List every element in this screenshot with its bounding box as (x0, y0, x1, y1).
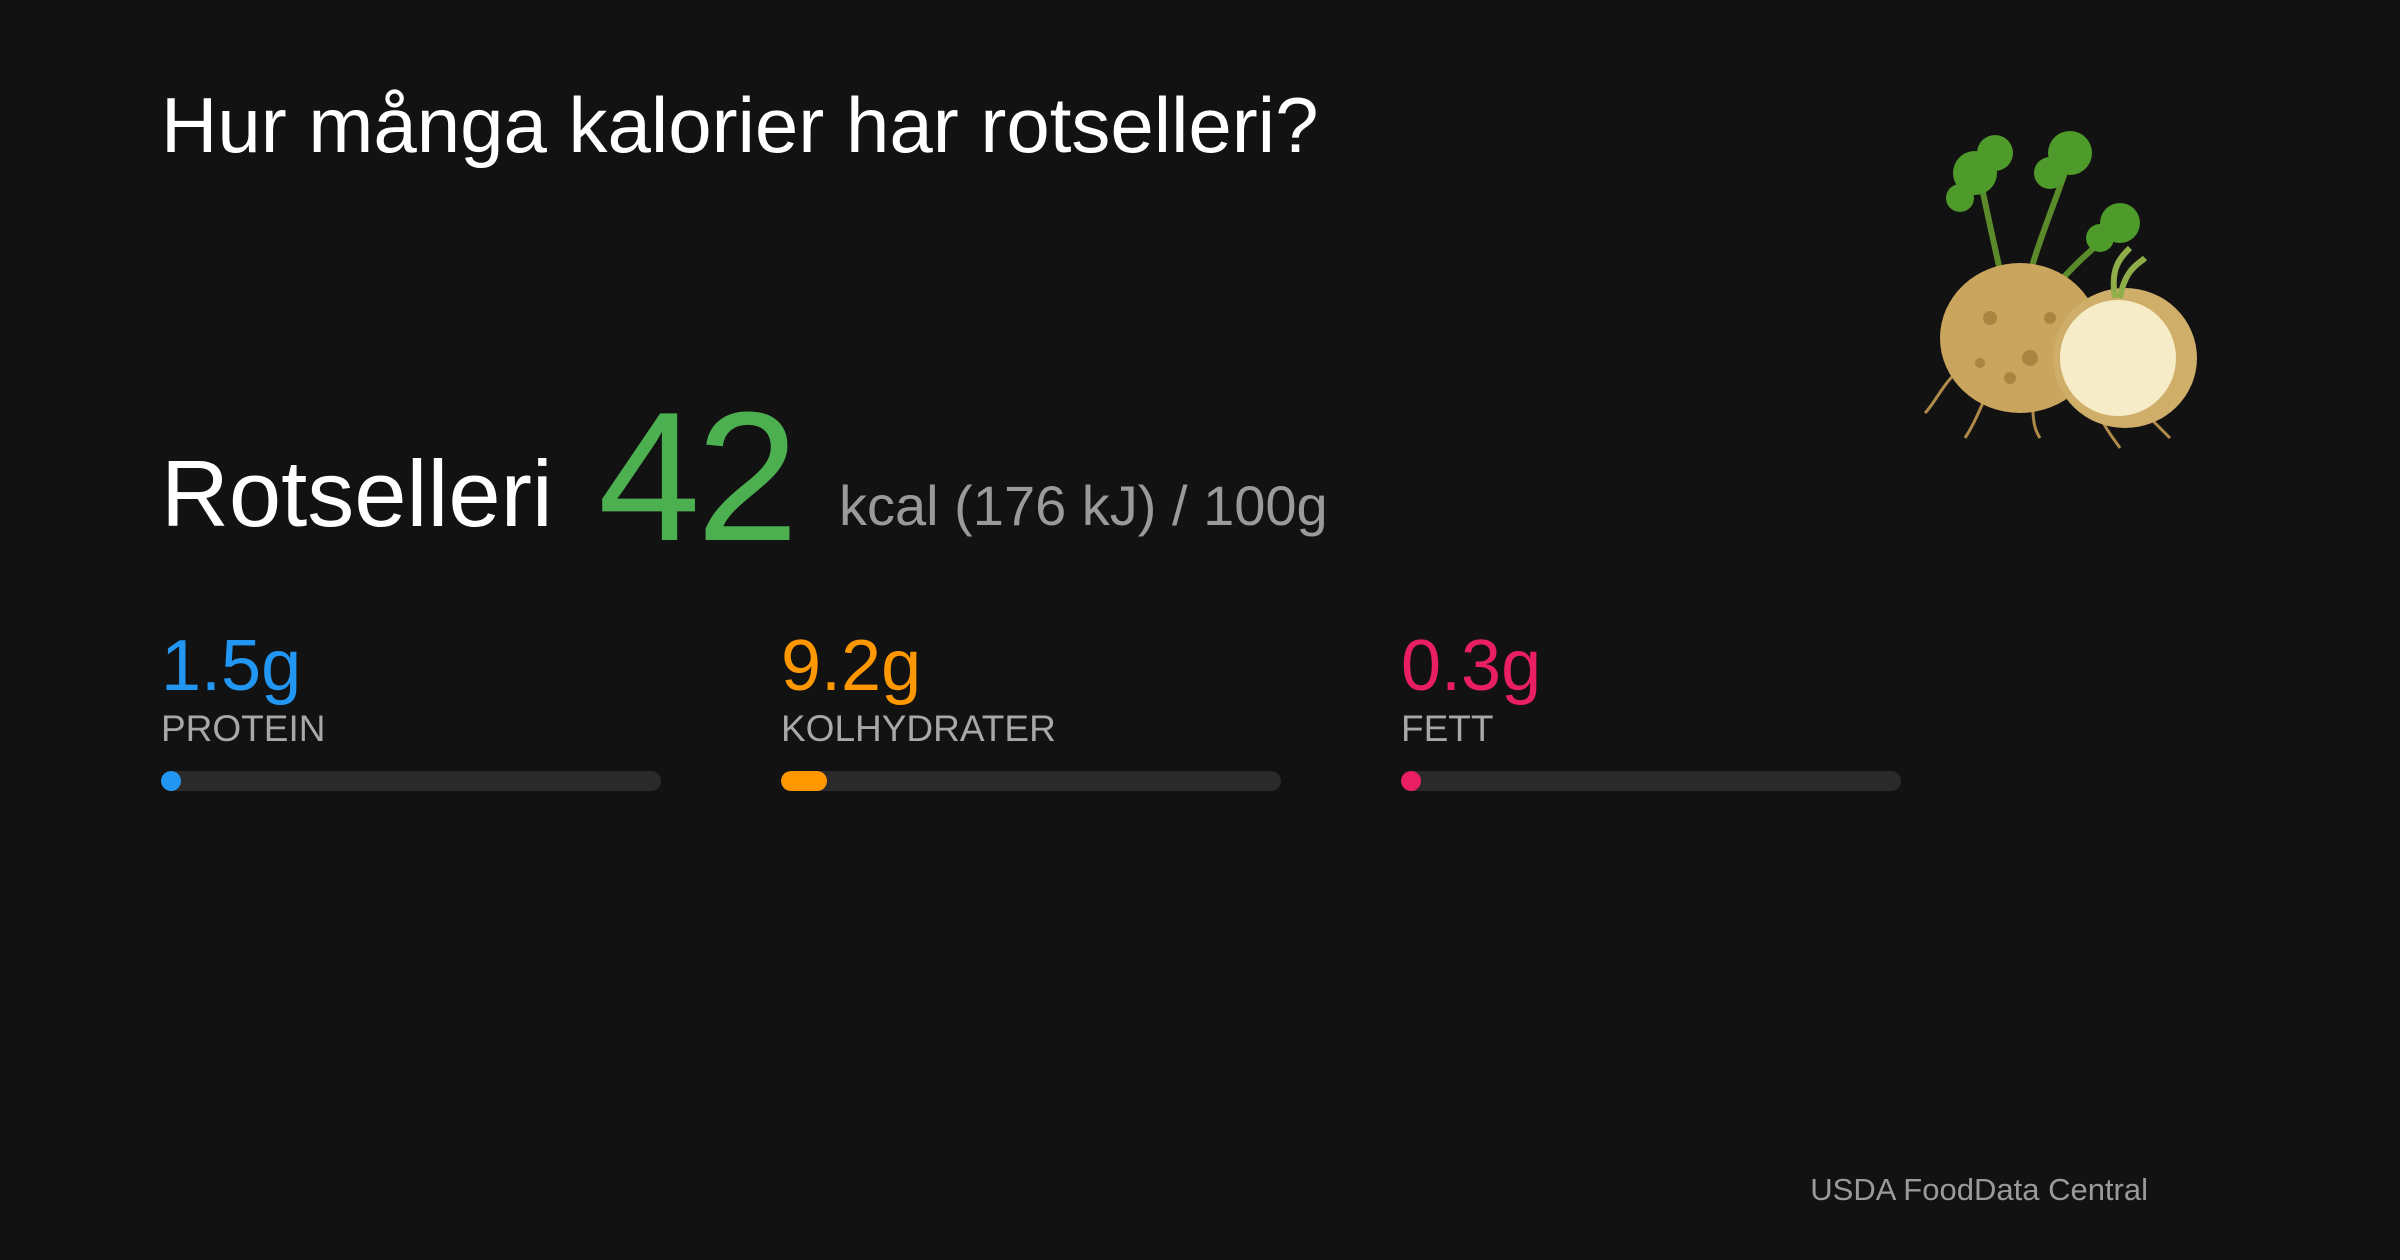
kcal-value: 42 (598, 373, 799, 579)
macro-name: KOLHYDRATER (781, 708, 1056, 749)
macro-bar (1401, 771, 1421, 791)
celeriac-image (1923, 131, 2197, 449)
page-title: Hur många kalorier har rotselleri? (161, 81, 1319, 169)
macro: 9.2g KOLHYDRATER (781, 630, 1281, 791)
macro-track (161, 771, 661, 791)
macro-value: 1.5g (161, 626, 302, 706)
macro: 1.5g PROTEIN (161, 630, 661, 791)
macro-track (781, 771, 1281, 791)
macro-bar (161, 771, 181, 791)
macro-value: 9.2g (781, 626, 922, 706)
macro-value: 0.3g (1401, 626, 1542, 706)
macro-name: FETT (1401, 708, 1494, 749)
macro: 0.3g FETT (1401, 630, 1901, 791)
macro-track (1401, 771, 1901, 791)
macro-bar (781, 771, 827, 791)
macro-name: PROTEIN (161, 708, 326, 749)
source: USDA FoodData Central (1810, 1172, 2148, 1207)
food-name: Rotselleri (161, 441, 553, 546)
kcal-unit: kcal (176 kJ) / 100g (839, 474, 1328, 537)
